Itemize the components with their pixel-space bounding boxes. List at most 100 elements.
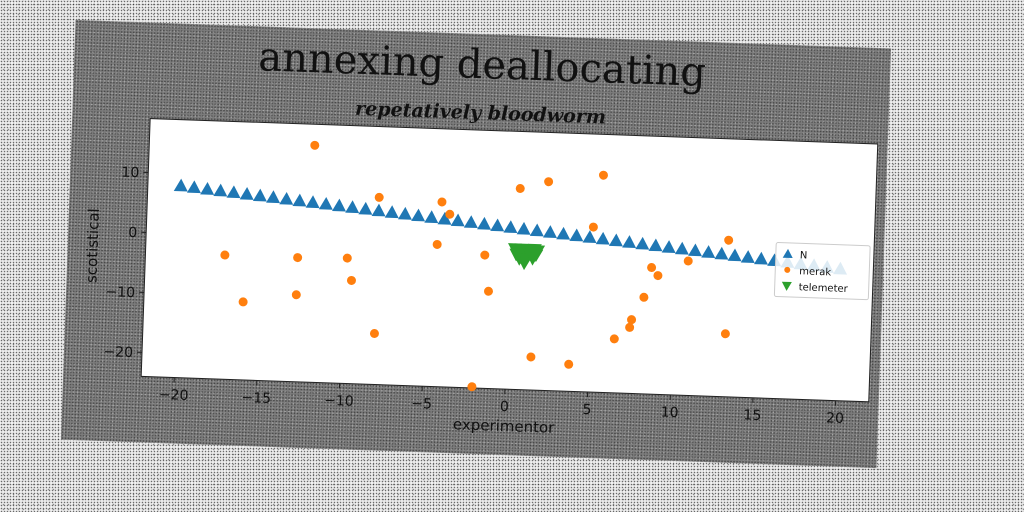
data-point-0-5: [239, 186, 254, 200]
data-point-0-39: [688, 243, 703, 257]
x-axis: −20 −15 −10 −5 0 5 10 15 20: [159, 377, 844, 427]
data-point-1-15: [238, 297, 248, 307]
data-point-0-32: [595, 231, 610, 245]
data-point-1-17: [369, 329, 379, 339]
data-point-0-7: [266, 190, 281, 204]
data-point-1-21: [625, 322, 635, 332]
data-point-0-0: [173, 178, 188, 192]
data-point-0-11: [318, 196, 333, 210]
data-point-0-12: [331, 198, 346, 212]
data-point-0-38: [674, 241, 689, 255]
data-point-1-19: [564, 359, 574, 369]
data-point-0-34: [622, 235, 637, 248]
data-point-1-10: [342, 253, 352, 263]
data-point-0-17: [397, 206, 412, 220]
data-point-0-21: [450, 213, 465, 227]
legend-marker-2: [781, 281, 792, 291]
data-point-0-9: [292, 193, 307, 207]
data-point-0-13: [345, 200, 360, 214]
y-axis-label: scotistical: [82, 208, 103, 283]
x-tick-label: 15: [743, 407, 761, 424]
data-point-1-16: [291, 290, 301, 300]
x-tick-label: −5: [411, 396, 432, 413]
data-point-0-23: [477, 216, 492, 230]
data-point-0-15: [371, 203, 386, 217]
data-point-0-6: [252, 188, 267, 202]
x-tick-label: −20: [159, 387, 189, 404]
data-point-0-31: [582, 230, 597, 244]
data-point-1-6: [598, 170, 608, 180]
data-point-0-30: [569, 228, 584, 242]
x-tick-label: −15: [241, 390, 271, 407]
data-point-0-29: [556, 226, 571, 240]
data-point-1-3: [445, 209, 455, 219]
data-point-2-14: [525, 252, 540, 266]
data-point-0-10: [305, 195, 320, 209]
data-point-0-19: [424, 210, 439, 224]
data-point-0-1: [186, 180, 201, 194]
plot-area: [140, 118, 879, 403]
data-point-0-2: [200, 181, 215, 195]
data-point-1-27: [724, 235, 734, 245]
legend-marker-1: [784, 266, 791, 273]
data-point-1-25: [653, 271, 663, 281]
data-point-1-12: [480, 250, 490, 260]
data-point-0-18: [411, 208, 426, 222]
data-point-1-5: [544, 177, 554, 187]
data-point-0-44: [753, 251, 768, 265]
data-point-0-26: [516, 221, 531, 235]
data-point-1-28: [720, 329, 730, 339]
chart-figure: annexing deallocating repetatively blood…: [60, 19, 892, 469]
data-point-0-22: [463, 215, 478, 229]
data-point-1-0: [310, 140, 320, 150]
data-point-0-16: [384, 205, 399, 219]
legend-label-0: N: [800, 250, 808, 261]
data-point-1-2: [437, 197, 447, 207]
legend-marker-0: [782, 248, 793, 259]
data-point-0-24: [490, 218, 505, 232]
data-point-1-11: [432, 239, 442, 249]
x-tick-label: 20: [826, 410, 844, 427]
data-point-0-35: [635, 236, 650, 250]
data-point-1-18: [526, 352, 536, 362]
x-tick-label: 5: [582, 402, 591, 418]
legend-label-2: telemeter: [798, 282, 848, 295]
legend-label-1: merak: [799, 266, 831, 278]
data-point-1-26: [683, 256, 693, 266]
data-point-0-43: [740, 250, 755, 263]
data-point-0-36: [648, 238, 663, 252]
data-point-2-15: [517, 257, 532, 271]
data-point-0-42: [727, 248, 742, 262]
x-tick-label: −10: [324, 393, 354, 410]
data-point-0-25: [503, 220, 518, 234]
x-tick-label: 0: [500, 399, 509, 415]
y-tick-label: 0: [128, 225, 137, 241]
data-marks: [173, 140, 848, 392]
data-point-0-20: [437, 211, 452, 225]
data-point-0-8: [279, 191, 294, 205]
data-point-1-24: [647, 263, 657, 273]
data-point-0-4: [226, 185, 241, 199]
data-point-0-41: [714, 246, 729, 260]
y-tick-label: −10: [105, 284, 135, 301]
data-point-1-9: [293, 253, 303, 263]
data-point-1-22: [627, 315, 637, 325]
legend-box: [773, 242, 871, 301]
data-point-1-13: [346, 275, 356, 285]
chart-plot: −20 −15 −10 −5 0 5 10 15 20 10 0 −10 −20 experiment…: [82, 118, 879, 437]
y-tick-label: 10: [121, 165, 139, 182]
data-point-0-28: [542, 225, 557, 239]
data-point-0-37: [661, 240, 676, 253]
data-point-0-33: [608, 233, 623, 247]
y-axis: 10 0 −10 −20: [103, 165, 149, 361]
data-point-1-8: [220, 250, 230, 260]
data-point-1-29: [467, 382, 477, 392]
data-point-1-20: [609, 334, 619, 344]
x-tick-label: 10: [660, 405, 678, 422]
data-point-1-1: [374, 192, 384, 202]
data-point-1-14: [484, 286, 494, 296]
data-point-1-4: [515, 184, 525, 194]
data-point-0-40: [701, 245, 716, 258]
data-point-0-14: [358, 201, 373, 215]
